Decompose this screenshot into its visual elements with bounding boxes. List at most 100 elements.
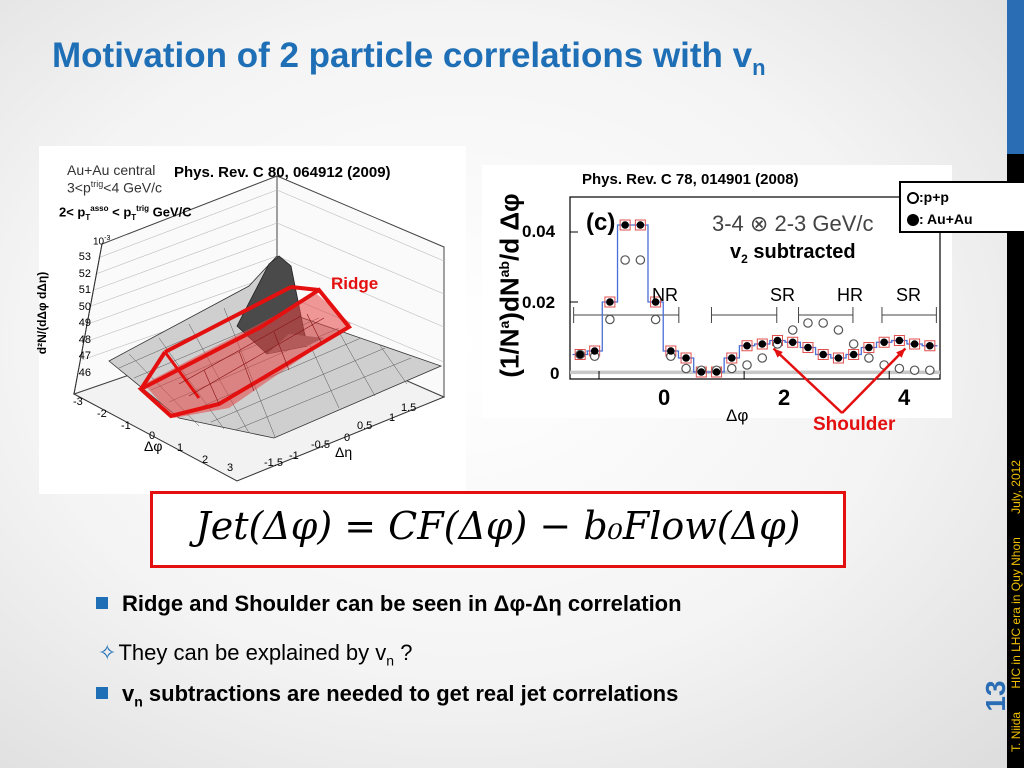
- sys-box: [832, 352, 844, 364]
- sys-box: [802, 342, 814, 353]
- pp-point: [620, 255, 630, 265]
- pp-point: [833, 325, 844, 335]
- sys-box: [893, 335, 905, 346]
- pp-point: [605, 314, 615, 325]
- shoulder-arrow: [772, 347, 843, 414]
- right-citation: Phys. Rev. C 78, 014901 (2008): [582, 171, 799, 188]
- left-citation: Phys. Rev. C 80, 064912 (2009): [174, 164, 391, 181]
- pp-point: [848, 339, 859, 349]
- region-sr2: SR: [896, 285, 922, 305]
- x-label: Δφ: [144, 438, 163, 454]
- auau-point: [865, 343, 873, 352]
- region-nr: NR: [652, 285, 678, 305]
- pp-point: [894, 363, 905, 374]
- sys-box: [848, 349, 860, 360]
- left-figure: Phys. Rev. C 80, 064912 (2009) Au+Au cen…: [35, 146, 466, 494]
- lego-plot: [72, 175, 446, 482]
- energy-label: 3-4 ⊗ 2-3 GeV/c: [712, 211, 874, 236]
- auau-point: [758, 340, 767, 348]
- filled-circle-icon: [907, 214, 919, 226]
- correlation-plot: [569, 196, 941, 414]
- auau-point: [788, 338, 797, 347]
- pp-point: [803, 318, 813, 328]
- bullet-square-icon: [96, 597, 108, 609]
- pp-point: [864, 353, 874, 363]
- shoulder-arrowhead: [896, 348, 906, 358]
- sys-box: [863, 342, 875, 353]
- sys-box: [650, 296, 662, 308]
- y-tick-3: 0: [550, 364, 560, 383]
- page-title: Motivation of 2 particle correlations wi…: [52, 36, 766, 80]
- sidebar-info: T. Niida HIC in LHC era in Quy Nhon July…: [1009, 450, 1023, 762]
- sys-box: [634, 219, 646, 231]
- auau-point: [697, 368, 706, 376]
- sys-box: [756, 338, 768, 350]
- sidebar-bar: [1007, 154, 1024, 768]
- legend-pp: :p+p: [907, 186, 1022, 208]
- auau-point: [910, 340, 919, 348]
- auau-point: [712, 368, 721, 376]
- pp-point: [818, 318, 828, 328]
- auau-point: [727, 354, 736, 362]
- x-tick-1: 0: [658, 385, 671, 410]
- auau-point: [849, 350, 858, 359]
- auau-point: [743, 341, 751, 350]
- auau-point: [636, 221, 645, 229]
- auau-point: [895, 336, 904, 345]
- auau-point: [926, 341, 934, 350]
- zero-band: [570, 370, 940, 375]
- sidebar-accent: [1007, 0, 1024, 154]
- sub-bullet: ✧They can be explained by vn ?: [98, 640, 413, 669]
- pp-point: [757, 353, 768, 363]
- region-sr1: SR: [770, 285, 796, 305]
- sys-box: [604, 296, 616, 308]
- x-tick-3: 4: [898, 385, 911, 410]
- z-exp: 10-3: [93, 235, 111, 248]
- auau-point: [804, 343, 812, 352]
- auau-point: [590, 347, 599, 355]
- legend: :p+p : Au+Au: [899, 181, 1024, 233]
- region-hr: HR: [837, 285, 863, 305]
- label-asso: 2< pTasso < pTtrig GeV/C: [59, 204, 192, 222]
- auau-point: [834, 354, 843, 362]
- open-circle-icon: [907, 192, 919, 204]
- bullet-square-icon: [96, 687, 108, 699]
- right-figure: Phys. Rev. C 78, 014901 (2008) (c) 3-4 ⊗…: [482, 165, 952, 418]
- bullet-2: vn subtractions are needed to get real j…: [96, 681, 678, 709]
- pp-point: [742, 360, 752, 370]
- author: T. Niida: [1009, 711, 1023, 752]
- sys-box: [878, 336, 890, 348]
- sys-box: [619, 219, 631, 231]
- auau-point: [606, 298, 614, 306]
- sys-box: [574, 349, 586, 360]
- sys-box: [909, 338, 921, 350]
- bullet-1: Ridge and Shoulder can be seen in Δφ-Δη …: [96, 591, 682, 617]
- z-ticks: 53 52 51 50 49 48 47 46: [78, 251, 91, 379]
- auau-point: [773, 336, 782, 345]
- x-tick-2: 2: [778, 385, 791, 410]
- plot-frame: [569, 196, 941, 380]
- event: HIC in LHC era in Quy Nhon: [1009, 537, 1023, 689]
- y-tick-1: 0.04: [522, 222, 556, 241]
- panel-label: (c): [586, 209, 616, 236]
- sparkle-icon: ✧: [98, 640, 117, 665]
- sys-box: [726, 352, 738, 364]
- x-axis-label: Δφ: [726, 406, 749, 425]
- auau-point: [651, 298, 660, 306]
- legend-auau: : Au+Au: [907, 208, 1022, 230]
- auau-point: [880, 338, 888, 347]
- auau-point: [682, 354, 690, 362]
- slide-number: 13: [980, 680, 1011, 712]
- shoulder-arrow: [841, 347, 907, 414]
- equation: Jet(Δφ) = CF(Δφ) − b₀Flow(Δφ): [195, 504, 801, 548]
- label-trig: 3<ptrig<4 GeV/c: [67, 179, 163, 196]
- pp-point: [650, 314, 661, 325]
- subtracted-label: v2 subtracted: [730, 241, 856, 266]
- sys-box: [924, 340, 936, 352]
- equation-box: Jet(Δφ) = CF(Δφ) − b₀Flow(Δφ): [150, 491, 846, 568]
- sys-box: [741, 340, 753, 352]
- pp-point: [909, 365, 920, 376]
- pp-point: [635, 255, 646, 265]
- z-label: d²N/(dΔφ dΔη): [35, 271, 50, 355]
- sys-box: [680, 352, 692, 364]
